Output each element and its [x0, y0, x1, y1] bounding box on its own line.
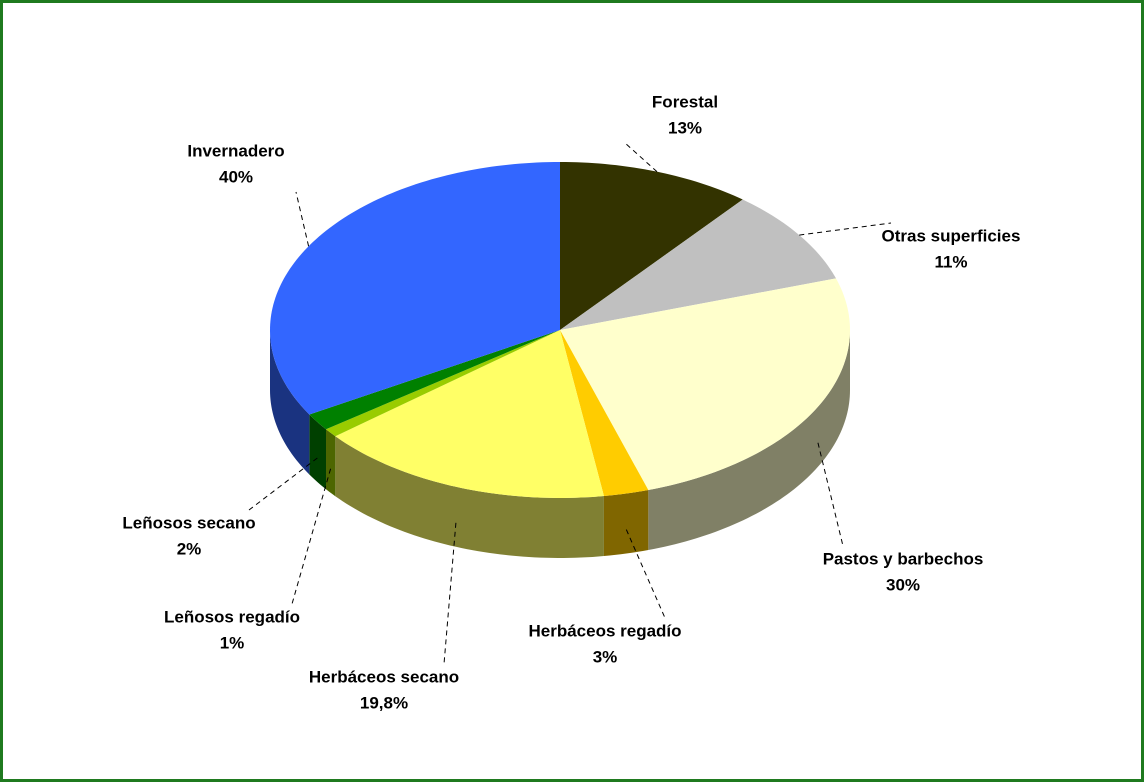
- value-label: 2%: [177, 539, 202, 558]
- value-label: 13%: [668, 118, 702, 137]
- value-label: 3%: [593, 647, 618, 666]
- value-label: 11%: [934, 252, 967, 271]
- leader-line: [624, 142, 658, 173]
- slice-side: [335, 436, 604, 558]
- slice: [309, 330, 560, 430]
- leader-line: [799, 222, 892, 236]
- value-label: 1%: [220, 633, 245, 652]
- leader-line: [443, 522, 457, 665]
- slice: [560, 162, 743, 330]
- pie-sides: [270, 330, 850, 558]
- slice: [335, 330, 604, 498]
- slice-side: [648, 330, 850, 551]
- slice: [560, 199, 836, 330]
- labels: Forestal 13% Otras superficies 11% Pastos y …: [122, 92, 1020, 712]
- category-label: Pastos y barbechos: [823, 549, 984, 568]
- pie-tops: [270, 162, 850, 498]
- leader-line: [291, 468, 332, 605]
- category-label: Herbáceos regadío: [528, 621, 681, 640]
- slice-side: [270, 330, 310, 475]
- slice: [560, 278, 850, 491]
- value-label: 40%: [219, 167, 253, 186]
- leader-line: [625, 529, 666, 619]
- slice: [560, 330, 649, 497]
- slice: [326, 330, 560, 437]
- slice: [270, 162, 560, 415]
- value-label: 19,8%: [360, 693, 408, 712]
- leader-line: [295, 191, 310, 247]
- slice-side: [309, 414, 327, 490]
- slice-side: [326, 429, 336, 497]
- category-label: Forestal: [652, 92, 718, 111]
- category-label: Herbáceos secano: [309, 667, 459, 686]
- category-label: Leñosos secano: [122, 513, 255, 532]
- category-label: Otras superficies: [882, 226, 1021, 245]
- slice-side: [603, 490, 649, 557]
- category-label: Invernadero: [187, 141, 284, 160]
- value-label: 30%: [886, 575, 920, 594]
- category-label: Leñosos regadío: [164, 607, 300, 626]
